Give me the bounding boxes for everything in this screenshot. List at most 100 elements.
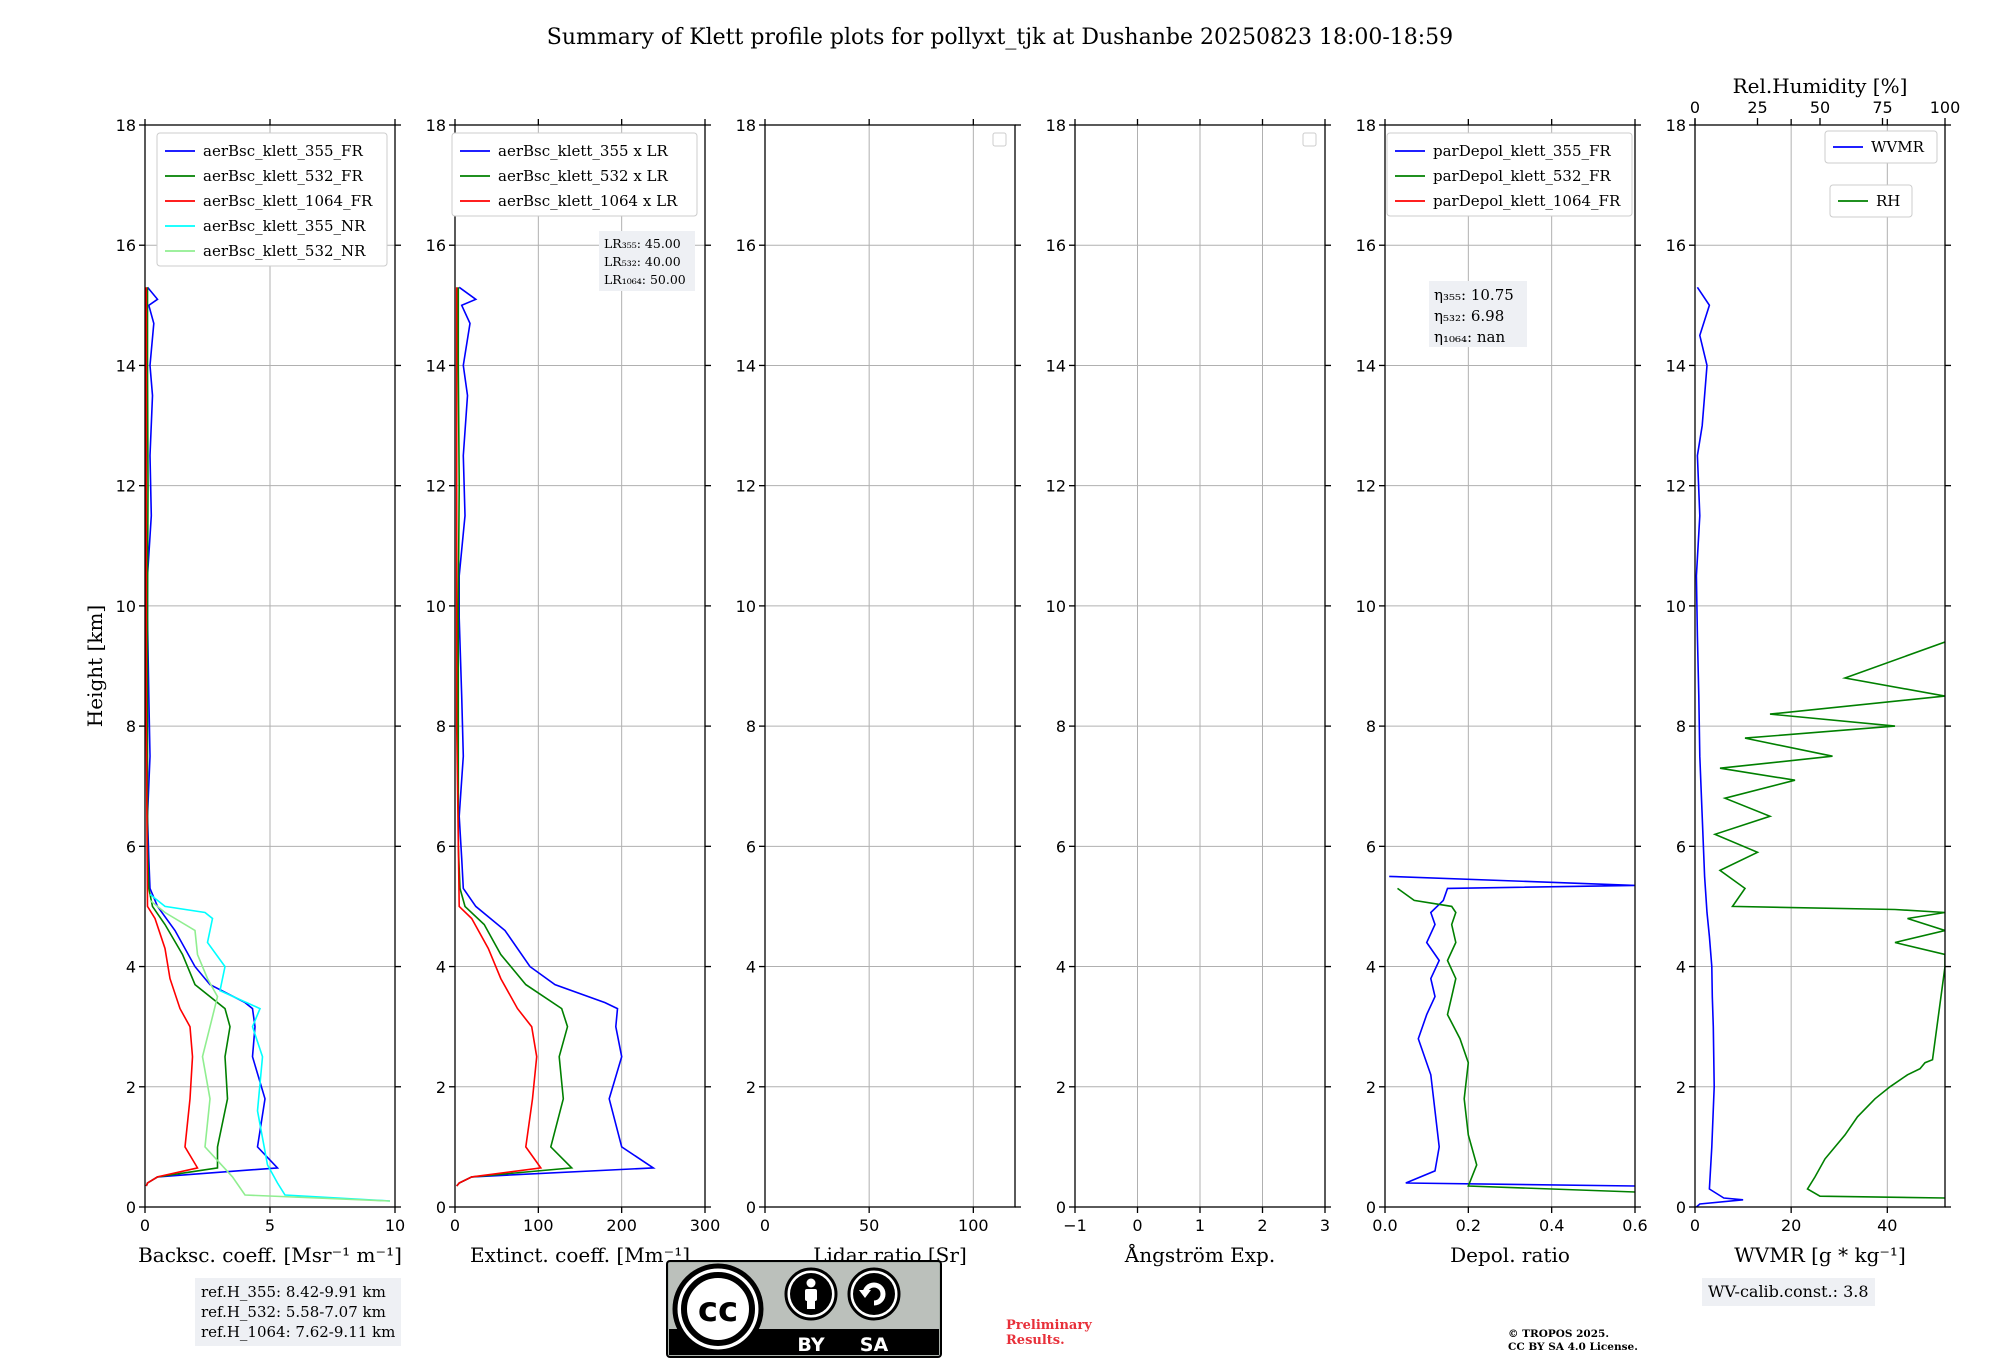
y-tick-label: 8	[126, 717, 136, 736]
annotation-line: η₅₃₂: 6.98	[1434, 307, 1504, 325]
x-tick-label: 200	[606, 1216, 637, 1235]
x-tick-label: 0	[1132, 1216, 1142, 1235]
y-tick-label: 10	[116, 597, 136, 616]
y-tick-label: 18	[426, 116, 446, 135]
x-tick-label: 10	[385, 1216, 405, 1235]
series-line-aerbsc-klett-532-nr	[149, 899, 391, 1202]
preliminary-note: Preliminary Results.	[1006, 1318, 1092, 1348]
y-tick-label: 16	[426, 236, 446, 255]
x-tick-label: 0	[450, 1216, 460, 1235]
x-tick-label: 0.0	[1372, 1216, 1397, 1235]
y-tick-label: 6	[1056, 837, 1066, 856]
legend-label: aerBsc_klett_355_NR	[203, 217, 366, 235]
empty-legend	[992, 132, 1007, 147]
y-tick-label: 8	[1676, 717, 1686, 736]
wv-calib-text: WV-calib.const.: 3.8	[1708, 1282, 1869, 1301]
legend: parDepol_klett_355_FR parDepol_klett_532_…	[1386, 132, 1633, 217]
series-group	[455, 286, 656, 1187]
y-tick-label: 6	[126, 837, 136, 856]
axes-frame	[764, 124, 1016, 1208]
y-tick-label: 12	[1356, 477, 1376, 496]
x-tick-label: −1	[1063, 1216, 1087, 1235]
copyright-line-2: CC BY SA 4.0 License.	[1508, 1341, 1638, 1353]
y-tick-label: 4	[126, 958, 136, 977]
y-tick-label: 14	[736, 356, 756, 375]
y-tick-label: 10	[1046, 597, 1066, 616]
y-tick-label: 4	[1056, 958, 1066, 977]
series-line-pardepol-klett-532-fr	[1397, 887, 1635, 1193]
annotation-line: η₃₅₅: 10.75	[1434, 286, 1514, 304]
top-x-tick-label: 100	[1930, 98, 1961, 117]
y-tick-label: 6	[746, 837, 756, 856]
series-group	[1389, 875, 1635, 1193]
series-line-aerbsc-klett-1064-x-lr	[455, 287, 543, 1187]
y-tick-label: 0	[1056, 1198, 1066, 1217]
y-tick-label: 18	[116, 116, 136, 135]
legend-label: RH	[1876, 192, 1900, 210]
y-tick-label: 16	[116, 236, 136, 255]
x-tick-label: 5	[265, 1216, 275, 1235]
y-tick-label: 18	[1666, 116, 1686, 135]
series-line-aerbsc-klett-532-x-lr	[456, 287, 574, 1187]
panel-depol: 0 2 4 6 8 10 12 14 16 18 0.0 0.2 0.4 0.6 Depol. ratio p…	[1356, 116, 1648, 1267]
top-x-tick-label: 50	[1810, 98, 1830, 117]
x-tick-label: 100	[523, 1216, 554, 1235]
legend-label: aerBsc_klett_355_FR	[203, 142, 363, 160]
legend: aerBsc_klett_355_FR aerBsc_klett_532_FRae…	[156, 132, 388, 267]
y-tick-label: 0	[126, 1198, 136, 1217]
x-tick-label: 40	[1877, 1216, 1897, 1235]
legend-label: parDepol_klett_355_FR	[1433, 142, 1611, 160]
wv-calib-box: WV-calib.const.: 3.8	[1702, 1278, 1875, 1306]
x-axis-label: Backsc. coeff. [Msr⁻¹ m⁻¹]	[138, 1243, 402, 1267]
cc-logo-text: cc	[698, 1290, 738, 1330]
y-tick-label: 6	[436, 837, 446, 856]
y-tick-label: 12	[1046, 477, 1066, 496]
legend-label: aerBsc_klett_1064 x LR	[498, 192, 678, 210]
ref-height-532: ref.H_532: 5.58-7.07 km	[201, 1303, 386, 1321]
x-tick-label: 3	[1320, 1216, 1330, 1235]
x-tick-label: 50	[859, 1216, 879, 1235]
series-line-aerbsc-klett-1064-fr	[145, 287, 199, 1187]
y-tick-label: 2	[436, 1078, 446, 1097]
y-tick-label: 12	[116, 477, 136, 496]
y-tick-label: 0	[1366, 1198, 1376, 1217]
y-tick-label: 4	[1676, 958, 1686, 977]
axes-frame	[454, 124, 706, 1208]
legend-label: aerBsc_klett_1064_FR	[203, 192, 373, 210]
series-line-wvmr	[1695, 286, 1744, 1207]
ref-height-1064: ref.H_1064: 7.62-9.11 km	[201, 1323, 396, 1341]
ref-height-355: ref.H_355: 8.42-9.91 km	[201, 1283, 386, 1301]
y-tick-label: 14	[1356, 356, 1376, 375]
x-tick-label: 300	[690, 1216, 721, 1235]
y-tick-label: 2	[1056, 1078, 1066, 1097]
cc-by-sa-logo: cc BY SA	[666, 1260, 942, 1358]
sa-label: SA	[860, 1334, 889, 1356]
legend: aerBsc_klett_355 x LR aerBsc_klett_532 x …	[451, 132, 698, 217]
series-line-aerbsc-klett-355-fr	[145, 286, 280, 1187]
x-tick-label: 0.2	[1456, 1216, 1481, 1235]
y-tick-label: 2	[746, 1078, 756, 1097]
y-tick-label: 6	[1366, 837, 1376, 856]
y-tick-label: 2	[1366, 1078, 1376, 1097]
annotation-box: LR₃₅₅: 45.00 LR₅₃₂: 40.00 LR₁₀₆₄: 50.00	[599, 231, 695, 291]
y-tick-label: 6	[1676, 837, 1686, 856]
series-group	[1695, 286, 1945, 1207]
x-tick-label: 0.4	[1539, 1216, 1564, 1235]
legend-rh: RH	[1829, 184, 1913, 218]
y-tick-label: 8	[1056, 717, 1066, 736]
preliminary-line-1: Preliminary	[1006, 1318, 1092, 1333]
series-line-rh	[1712, 641, 1945, 1199]
preliminary-line-2: Results.	[1006, 1333, 1065, 1348]
annotation-line: η₁₀₆₄: nan	[1434, 328, 1505, 346]
legend-label: WVMR	[1871, 138, 1925, 156]
y-tick-label: 10	[736, 597, 756, 616]
y-tick-label: 0	[1676, 1198, 1686, 1217]
y-tick-label: 12	[1666, 477, 1686, 496]
top-x-axis-label: Rel.Humidity [%]	[1733, 74, 1908, 98]
x-tick-label: 0	[1690, 1216, 1700, 1235]
y-axis-label: Height [km]	[83, 605, 107, 727]
y-tick-label: 14	[1666, 356, 1686, 375]
annotation-line: LR₃₅₅: 45.00	[604, 236, 681, 251]
top-x-tick-label: 75	[1872, 98, 1892, 117]
